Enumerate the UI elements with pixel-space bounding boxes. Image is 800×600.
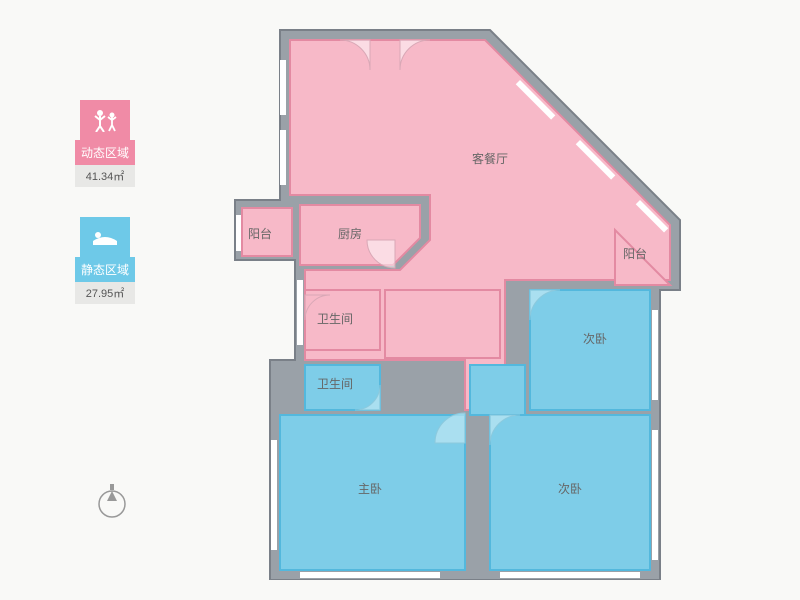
compass-icon: [95, 480, 129, 525]
label-living: 客餐厅: [472, 151, 508, 166]
label-bed2a: 次卧: [583, 332, 607, 346]
room-bed2a: [530, 290, 650, 410]
legend-static: 静态区域 27.95㎡: [70, 217, 140, 304]
label-balcony2: 阳台: [623, 246, 647, 261]
legend-dynamic-label: 动态区域: [75, 140, 135, 165]
label-bed2b: 次卧: [558, 482, 582, 496]
corridor-blue: [470, 365, 525, 415]
floorplan: 客餐厅阳台厨房阳台卫生间卫生间次卧主卧次卧: [200, 20, 700, 585]
label-master: 主卧: [358, 482, 382, 496]
legend-static-label: 静态区域: [75, 257, 135, 282]
corridor-pink: [385, 290, 500, 358]
legend-dynamic: 动态区域 41.34㎡: [70, 100, 140, 187]
legend: 动态区域 41.34㎡ 静态区域 27.95㎡: [70, 100, 140, 334]
sleep-icon: [80, 217, 130, 257]
label-bath1: 卫生间: [317, 312, 353, 326]
label-balcony1: 阳台: [248, 226, 272, 241]
label-kitchen: 厨房: [338, 226, 362, 241]
legend-static-value: 27.95㎡: [75, 282, 135, 304]
label-bath2: 卫生间: [317, 377, 353, 391]
legend-dynamic-value: 41.34㎡: [75, 165, 135, 187]
people-icon: [80, 100, 130, 140]
